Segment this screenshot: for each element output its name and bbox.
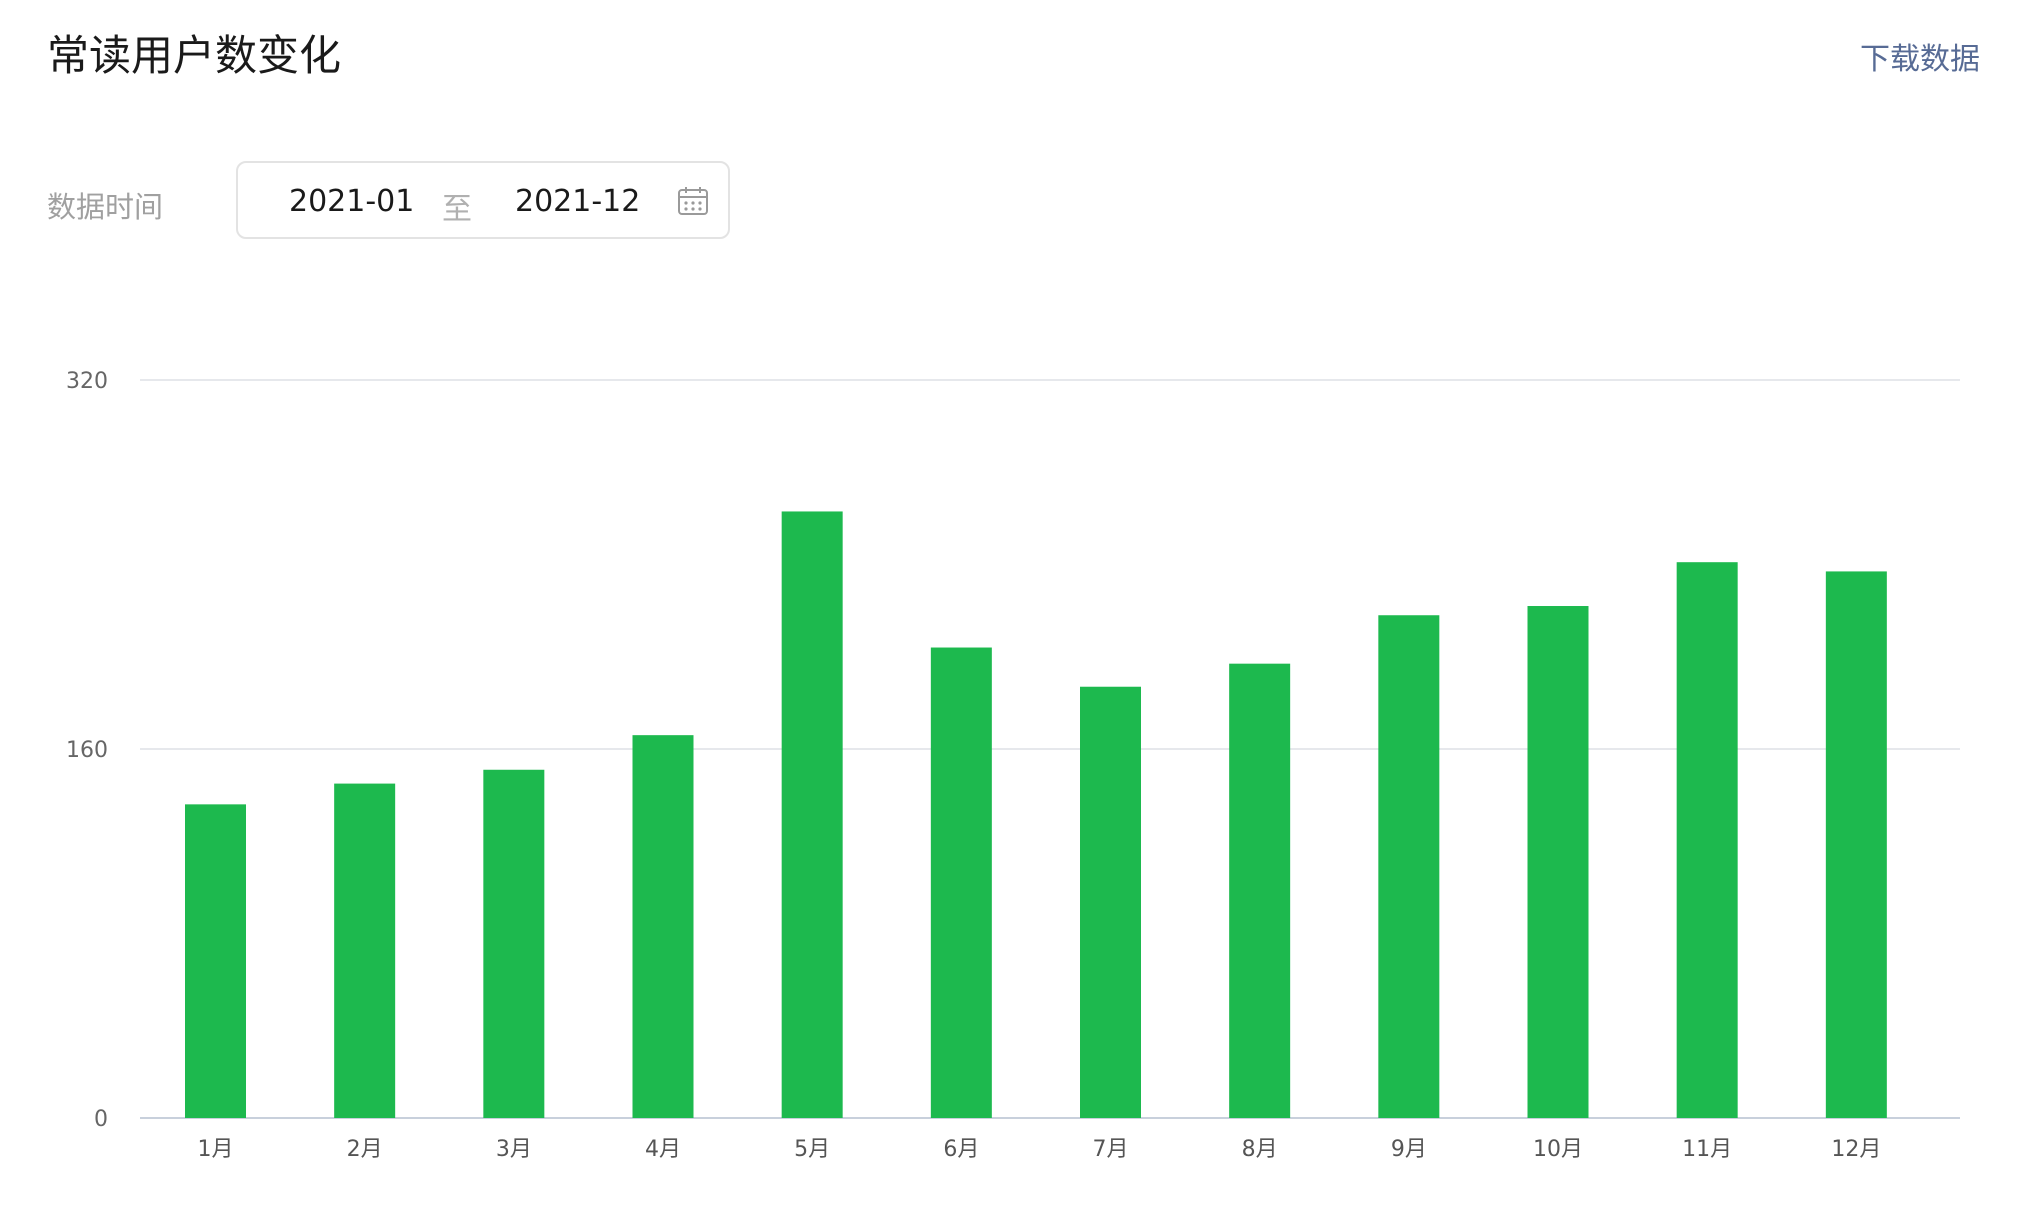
y-tick-label: 320 — [66, 369, 108, 394]
x-tick-label: 8月 — [1242, 1137, 1278, 1162]
bar-1[interactable] — [185, 804, 246, 1118]
x-tick-label: 4月 — [645, 1137, 681, 1162]
y-tick-label: 160 — [66, 738, 108, 763]
date-range-picker[interactable]: 2021-01 至 2021-12 — [236, 161, 730, 239]
monthly-users-bar-chart: 0 160 320 1月 2月 3月 4月 5月 6月 7月 8月 9月 10月 11月 12月 — [66, 369, 1960, 1162]
x-tick-label: 1月 — [198, 1137, 234, 1162]
x-tick-label: 11月 — [1682, 1137, 1732, 1162]
x-tick-label: 12月 — [1831, 1137, 1881, 1162]
bar-7[interactable] — [1080, 686, 1141, 1118]
bar-9[interactable] — [1378, 615, 1440, 1118]
bar-5[interactable] — [781, 511, 843, 1118]
y-tick-label: 0 — [94, 1107, 108, 1132]
x-tick-label: 3月 — [496, 1137, 532, 1162]
x-tick-label: 6月 — [943, 1137, 979, 1162]
download-data-link[interactable]: 下载数据 — [1860, 42, 1980, 77]
bar-2[interactable] — [334, 783, 396, 1118]
bar-4[interactable] — [632, 735, 694, 1118]
x-tick-label: 2月 — [347, 1137, 383, 1162]
bar-12[interactable] — [1825, 571, 1887, 1118]
x-tick-label: 7月 — [1093, 1137, 1129, 1162]
calendar-icon[interactable] — [677, 185, 709, 217]
end-date-value[interactable]: 2021-12 — [515, 184, 641, 219]
x-tick-label: 9月 — [1391, 1137, 1427, 1162]
page-title: 常读用户数变化 — [47, 31, 342, 80]
date-range-label: 数据时间 — [47, 190, 164, 224]
start-date-value[interactable]: 2021-01 — [289, 184, 415, 219]
bar-10[interactable] — [1527, 606, 1589, 1118]
bar-3[interactable] — [483, 769, 545, 1118]
bar-11[interactable] — [1676, 562, 1738, 1118]
bar-8[interactable] — [1229, 663, 1291, 1118]
x-tick-label: 5月 — [794, 1137, 830, 1162]
date-range-separator: 至 — [442, 192, 472, 227]
x-tick-label: 10月 — [1533, 1137, 1583, 1162]
bar-6[interactable] — [930, 647, 992, 1118]
